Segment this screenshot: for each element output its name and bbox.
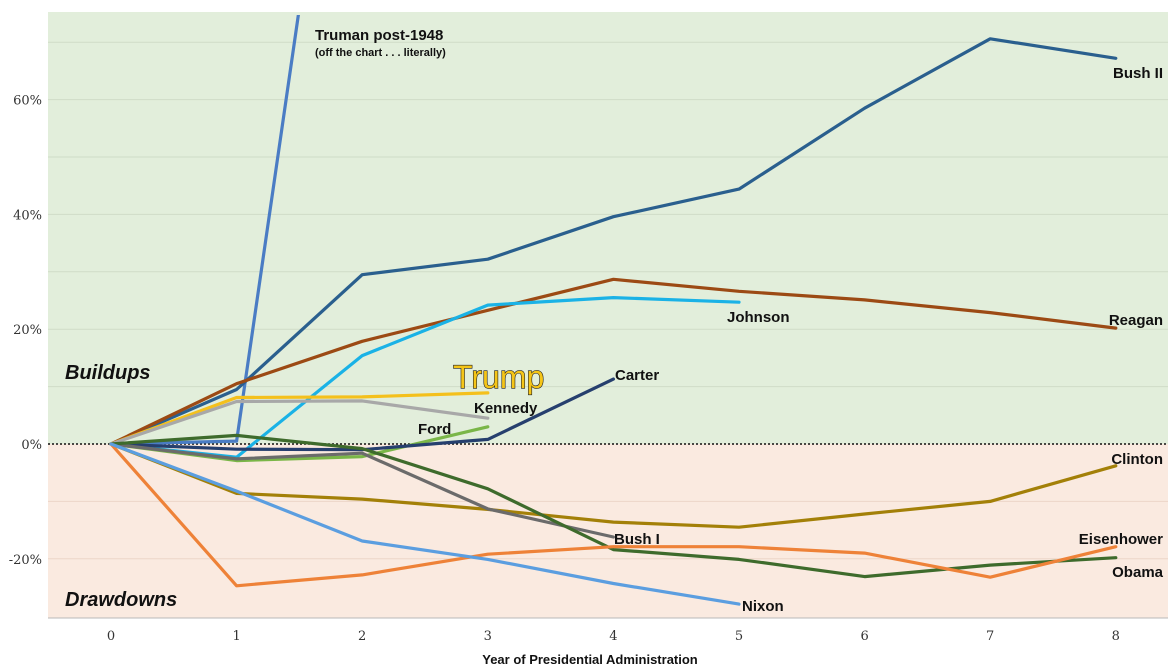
series-label-nixon: Nixon — [742, 598, 784, 615]
y-tick-label: 60% — [13, 94, 42, 109]
y-tick-label: 20% — [13, 323, 42, 338]
gridlines — [48, 41, 1168, 619]
series-line-kennedy — [109, 399, 490, 446]
x-tick-label: 5 — [735, 629, 743, 644]
x-tick-label: 7 — [986, 629, 994, 644]
drawdowns-label: Drawdowns — [65, 589, 177, 611]
drawdown-region — [48, 444, 1168, 618]
series-line-truman-post-1948 — [109, 15, 300, 446]
y-tick-label: 0% — [21, 438, 42, 453]
x-tick-label: 6 — [860, 629, 868, 644]
x-tick-label: 1 — [232, 629, 240, 644]
series-lines — [109, 15, 1118, 606]
series-labels: Truman post-1948 (off the chart . . . lit… — [315, 27, 1164, 615]
series-line-nixon — [109, 442, 741, 606]
series-label-johnson: Johnson — [727, 309, 790, 326]
y-axis-ticks: 60% 40% 20% 0% -20% — [9, 94, 42, 568]
y-tick-label: -20% — [9, 553, 42, 568]
series-label-obama: Obama — [1112, 564, 1164, 581]
series-line-trump — [109, 391, 490, 446]
series-line-eisenhower — [109, 442, 1118, 588]
series-label-trump: Trump — [453, 359, 544, 395]
series-label-bush-i: Bush I — [614, 531, 660, 548]
x-tick-label: 4 — [609, 629, 617, 644]
series-line-reagan — [109, 277, 1118, 446]
x-tick-label: 3 — [484, 629, 492, 644]
series-label-reagan: Reagan — [1109, 312, 1163, 329]
series-line-bush-ii — [109, 37, 1118, 446]
series-label-clinton: Clinton — [1111, 451, 1163, 468]
x-axis-label: Year of Presidential Administration — [482, 652, 698, 667]
series-note: (off the chart . . . literally) — [315, 47, 446, 59]
series-label-kennedy: Kennedy — [474, 400, 538, 417]
series-label-carter: Carter — [615, 367, 659, 384]
series-label-truman-post-1948: Truman post-1948 — [315, 27, 443, 44]
series-label-bush-ii: Bush II — [1113, 65, 1163, 82]
x-tick-label: 8 — [1112, 629, 1120, 644]
x-axis-ticks: 0 1 2 3 4 5 6 7 8 — [107, 629, 1120, 644]
buildup-region — [48, 12, 1168, 444]
x-tick-label: 2 — [358, 629, 366, 644]
series-label-eisenhower: Eisenhower — [1079, 531, 1163, 548]
y-tick-label: 40% — [13, 208, 42, 223]
series-label-ford: Ford — [418, 421, 451, 438]
series-line-clinton — [109, 442, 1118, 529]
x-tick-label: 0 — [107, 629, 115, 644]
buildups-label: Buildups — [65, 362, 151, 384]
series-line-bush-i — [109, 442, 616, 539]
